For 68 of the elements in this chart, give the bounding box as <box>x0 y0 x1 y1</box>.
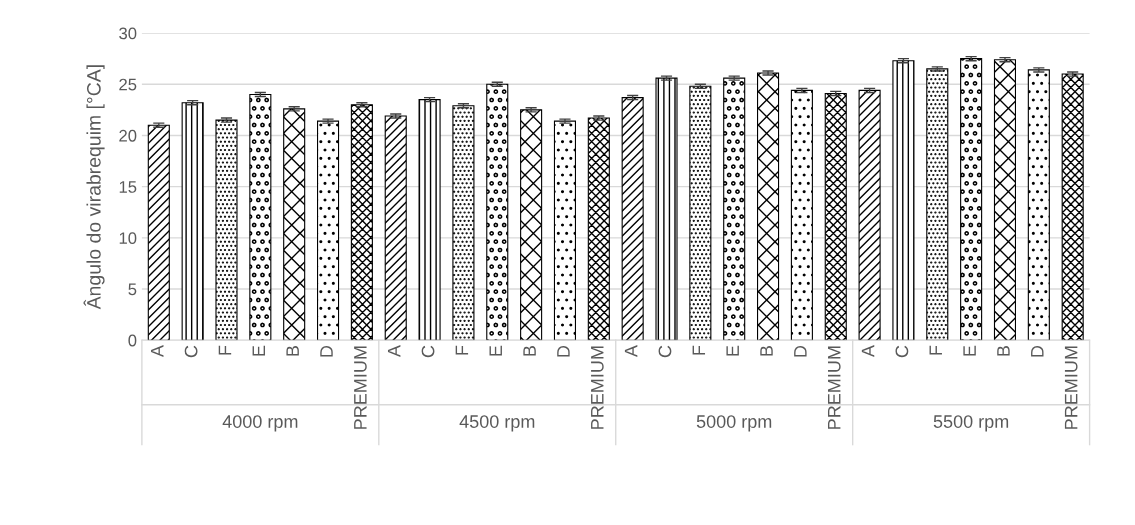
text: 4500 rpm <box>459 415 535 432</box>
y-axis-title: Ângulo do virabrequim [°CA] <box>83 65 105 310</box>
x-tick-label: PREMIUM <box>354 346 367 429</box>
x-tick-label: F <box>929 345 942 355</box>
y-tick-label: 30 <box>119 27 137 40</box>
x-tick-label: A <box>151 345 164 358</box>
bar <box>181 102 204 341</box>
x-tick-label: B <box>997 346 1010 356</box>
y-tick-label: 25 <box>119 78 137 91</box>
x-tick-label: PREMIUM <box>1064 346 1078 429</box>
x-tick-label: C <box>184 345 198 358</box>
x-tick-label: B <box>760 346 773 356</box>
bar <box>655 77 678 341</box>
x-tick-label: F <box>218 345 232 355</box>
x-tick-label: C <box>895 345 909 358</box>
x-tick-label: B <box>523 346 536 356</box>
bar <box>486 83 509 341</box>
text: 5000 rpm <box>696 415 772 432</box>
bar <box>689 85 712 341</box>
x-tick-label: D <box>320 345 333 357</box>
bar <box>587 117 610 341</box>
y-tick-label: 15 <box>119 181 137 193</box>
bar <box>1027 69 1050 341</box>
bar <box>215 119 238 341</box>
bar <box>858 89 881 341</box>
y-tick-label: 10 <box>119 232 137 245</box>
x-tick-label: B <box>286 346 299 356</box>
bar <box>824 92 847 341</box>
bar <box>418 99 441 341</box>
text: 5500 rpm <box>933 415 1009 432</box>
bar <box>147 124 170 341</box>
x-tick-label: E <box>252 345 266 356</box>
bar <box>553 120 577 341</box>
x-tick-label: D <box>557 345 570 357</box>
bar <box>621 97 644 341</box>
x-tick-label: C <box>421 345 435 358</box>
x-tick-label: PREMIUM <box>591 346 604 429</box>
bar <box>520 109 543 341</box>
bar <box>249 93 272 341</box>
bar <box>452 105 475 341</box>
x-tick-label: D <box>1031 345 1044 357</box>
bar <box>993 59 1017 341</box>
bar <box>350 104 373 341</box>
bar <box>316 120 340 341</box>
x-tick-label: C <box>658 345 672 358</box>
text: 4000 rpm <box>222 415 298 432</box>
x-tick-label: E <box>963 345 976 356</box>
bar <box>757 72 780 341</box>
x-tick-label: E <box>489 345 502 356</box>
x-tick-label: A <box>387 345 401 358</box>
x-tick-label: PREMIUM <box>827 346 841 429</box>
bar <box>960 58 983 341</box>
bar <box>723 77 746 341</box>
y-tick-label: 5 <box>128 283 137 296</box>
x-tick-label: E <box>726 345 739 356</box>
bar <box>1061 73 1084 341</box>
x-tick-label: A <box>861 345 875 358</box>
x-tick-label: A <box>624 345 638 358</box>
bar <box>892 60 915 341</box>
bar <box>283 108 306 341</box>
x-tick-label: F <box>692 345 706 355</box>
bar <box>926 68 949 341</box>
x-tick-label: F <box>455 345 469 355</box>
y-tick-label: 0 <box>128 334 137 347</box>
x-tick-label: D <box>794 345 807 357</box>
bar <box>384 115 407 341</box>
y-tick-label: 20 <box>119 129 137 142</box>
bar <box>790 89 813 341</box>
